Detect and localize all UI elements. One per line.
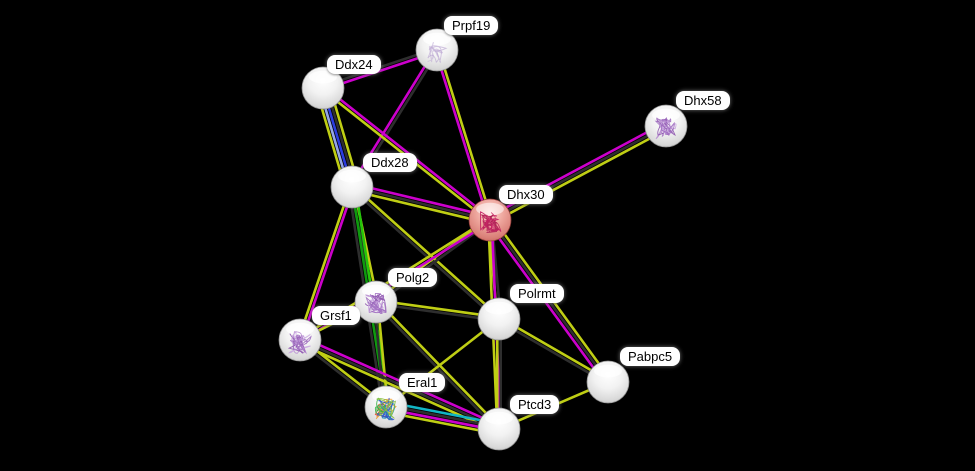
- structure-trace: [481, 214, 499, 233]
- protein-structure-Prpf19: [427, 41, 448, 63]
- node-label-Ptcd3[interactable]: Ptcd3: [510, 395, 560, 414]
- node-label-Dhx58[interactable]: Dhx58: [676, 91, 730, 110]
- edge-line-textmining: [351, 184, 502, 320]
- node-label-Pabpc5[interactable]: Pabpc5: [620, 347, 681, 366]
- node-label-Grsf1[interactable]: Grsf1: [312, 306, 360, 325]
- node-Pabpc5[interactable]: [586, 360, 630, 404]
- edge-line-textmining: [437, 48, 493, 221]
- edge-line-coexpression: [375, 220, 493, 305]
- node-label-Polg2[interactable]: Polg2: [388, 268, 438, 287]
- node-Ptcd3[interactable]: [477, 407, 521, 451]
- node-label-Ddx24[interactable]: Ddx24: [327, 55, 381, 74]
- node-Ddx28[interactable]: [330, 165, 374, 209]
- sphere-highlight: [423, 32, 451, 46]
- structure-trace: [427, 41, 448, 63]
- edge-line-textmining: [384, 317, 501, 409]
- edge-line-coexpression: [349, 186, 500, 322]
- sphere-highlight: [338, 169, 366, 183]
- edge-Polrmt-Eral1: [384, 317, 501, 409]
- node-Ddx24[interactable]: [301, 66, 345, 110]
- sphere-highlight: [476, 202, 504, 216]
- edge-line-experiments: [300, 186, 355, 342]
- protein-structure-Dhx58: [654, 117, 677, 140]
- edge-line-textmining: [349, 189, 491, 225]
- sphere-highlight: [594, 364, 622, 378]
- edge-line-coexpression: [488, 124, 668, 222]
- structure-trace: [375, 398, 397, 419]
- sphere-highlight: [286, 322, 314, 336]
- edge-Dhx58-Dhx30: [487, 121, 669, 225]
- sphere-highlight: [485, 411, 513, 425]
- sphere-highlight: [485, 301, 513, 315]
- node-label-Dhx30[interactable]: Dhx30: [499, 185, 553, 204]
- node-label-Polrmt[interactable]: Polrmt: [510, 284, 564, 303]
- sphere-highlight: [309, 70, 337, 84]
- edge-Ddx28-Dhx30: [349, 182, 493, 225]
- sphere-highlight: [362, 284, 390, 298]
- structure-trace: [288, 330, 311, 354]
- structure-trace: [656, 118, 675, 136]
- protein-structure-Grsf1: [287, 330, 312, 355]
- edge-line-experiments: [322, 85, 493, 220]
- protein-structure-Eral1: [374, 397, 397, 421]
- edge-Prpf19-Dhx30: [434, 48, 493, 222]
- structure-trace: [292, 334, 308, 353]
- protein-structure-Dhx30: [480, 211, 502, 233]
- node-Polrmt[interactable]: [477, 297, 521, 341]
- edge-line-experiments: [434, 49, 490, 222]
- edge-Ddx28-Polrmt: [349, 184, 502, 322]
- node-label-Eral1[interactable]: Eral1: [399, 373, 446, 392]
- edge-line-experiments: [351, 182, 493, 218]
- edge-line-coexpression: [350, 185, 492, 222]
- edge-Ddx28-Grsf1: [297, 185, 355, 342]
- structure-trace: [427, 45, 444, 63]
- edge-line-experiments: [485, 220, 607, 386]
- node-label-Ddx28[interactable]: Ddx28: [363, 153, 417, 172]
- node-label-Prpf19[interactable]: Prpf19: [444, 16, 499, 35]
- edge-line-textmining: [297, 185, 352, 341]
- structure-trace: [480, 211, 500, 231]
- protein-structure-Polg2: [364, 293, 387, 314]
- structure-trace: [364, 293, 386, 307]
- edge-line-textmining: [490, 127, 669, 225]
- structure-trace: [365, 296, 387, 314]
- sphere-highlight: [372, 389, 400, 403]
- sphere-highlight: [652, 108, 680, 122]
